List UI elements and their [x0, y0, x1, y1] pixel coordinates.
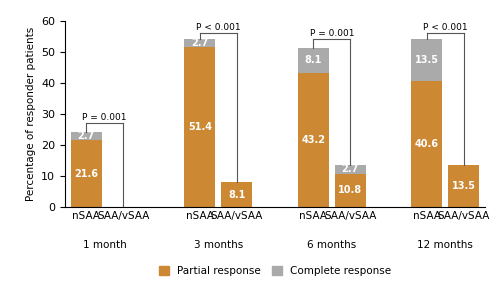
Text: 2.7: 2.7	[78, 131, 95, 141]
Bar	[70, 132, 102, 140]
Text: 43.2: 43.2	[302, 135, 326, 145]
Bar	[70, 140, 102, 207]
Text: 13.5: 13.5	[452, 181, 475, 191]
Text: 10.8: 10.8	[338, 185, 362, 195]
Text: 13.5: 13.5	[415, 55, 439, 65]
Bar	[184, 47, 216, 207]
Text: 1 month: 1 month	[83, 240, 126, 250]
Bar	[411, 81, 442, 207]
Text: 21.6: 21.6	[74, 169, 98, 178]
Text: 2.7: 2.7	[191, 38, 208, 48]
Bar	[334, 165, 366, 174]
Text: P < 0.001: P < 0.001	[423, 22, 468, 32]
Bar	[334, 174, 366, 207]
Text: P = 0.001: P = 0.001	[310, 29, 354, 38]
Text: 2.7: 2.7	[342, 165, 359, 174]
Text: 51.4: 51.4	[188, 122, 212, 132]
Text: 6 months: 6 months	[307, 240, 356, 250]
Y-axis label: Percentage of responder patients: Percentage of responder patients	[26, 27, 36, 201]
Text: 8.1: 8.1	[304, 55, 322, 65]
Legend: Partial response, Complete response: Partial response, Complete response	[154, 262, 396, 280]
Text: P < 0.001: P < 0.001	[196, 22, 240, 32]
Text: 3 months: 3 months	[194, 240, 243, 250]
Bar	[184, 39, 216, 47]
Text: 40.6: 40.6	[415, 139, 439, 149]
Bar	[221, 182, 252, 207]
Bar	[411, 39, 442, 81]
Bar	[448, 165, 480, 207]
Text: P = 0.001: P = 0.001	[82, 113, 127, 122]
Bar	[298, 48, 329, 73]
Text: 8.1: 8.1	[228, 190, 246, 200]
Bar	[298, 73, 329, 207]
Text: 12 months: 12 months	[418, 240, 473, 250]
